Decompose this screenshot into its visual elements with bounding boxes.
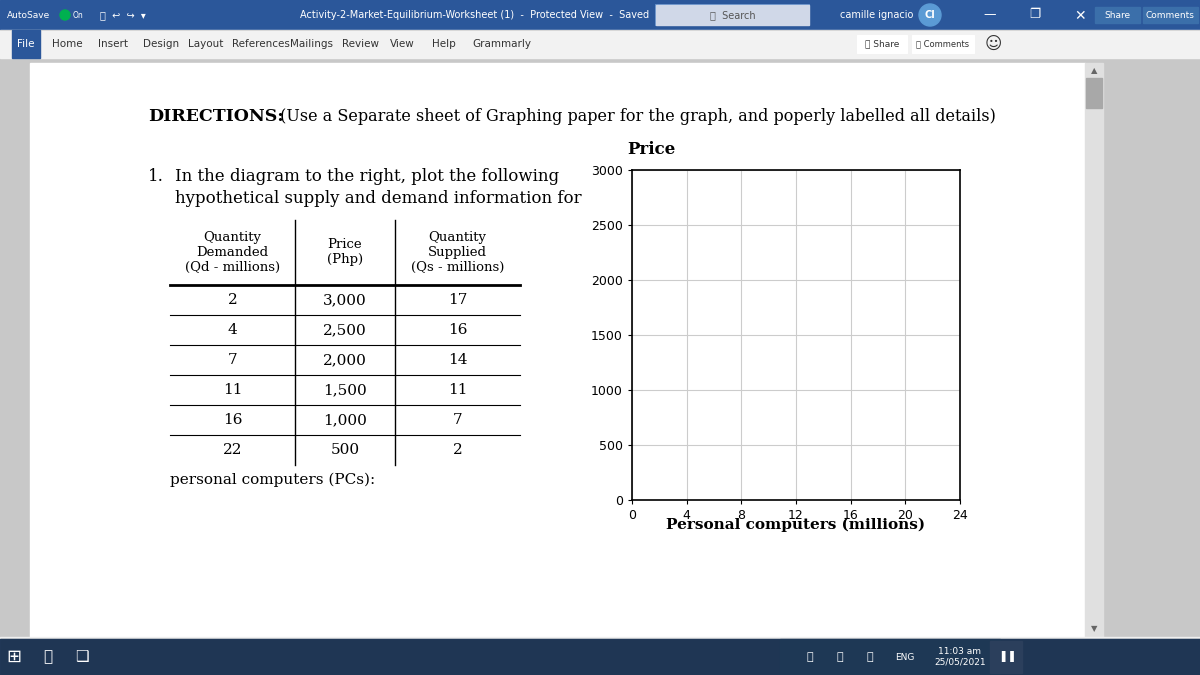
Text: hypothetical supply and demand information for: hypothetical supply and demand informati… bbox=[175, 190, 582, 207]
Bar bbox=[656, 5, 809, 25]
Text: ⊟: ⊟ bbox=[964, 8, 976, 22]
Text: File: File bbox=[17, 39, 35, 49]
Bar bbox=[1085, 63, 1103, 637]
Text: ☺: ☺ bbox=[985, 35, 1002, 53]
Text: 7: 7 bbox=[228, 353, 238, 367]
Bar bbox=[0, 0, 1200, 30]
Text: 1,000: 1,000 bbox=[323, 413, 367, 427]
Bar bbox=[30, 63, 1085, 637]
Text: ⊡: ⊡ bbox=[862, 643, 871, 653]
Text: Help: Help bbox=[432, 39, 456, 49]
Text: Quantity
Demanded
(Qd - millions): Quantity Demanded (Qd - millions) bbox=[185, 231, 280, 274]
Circle shape bbox=[60, 10, 70, 20]
Text: ▼: ▼ bbox=[1091, 624, 1097, 634]
Text: Activity-2-Market-Equilibrium-Worksheet (1)  -  Protected View  -  Saved  ▾: Activity-2-Market-Equilibrium-Worksheet … bbox=[300, 10, 660, 20]
Text: (Use a Separate sheet of Graphing paper for the graph, and poperly labelled all : (Use a Separate sheet of Graphing paper … bbox=[275, 108, 996, 125]
Bar bbox=[655, 4, 810, 26]
Text: Personal computers (millions): Personal computers (millions) bbox=[666, 518, 925, 533]
Circle shape bbox=[919, 4, 941, 26]
Text: 🔍  Search: 🔍 Search bbox=[710, 10, 756, 20]
Text: ✕: ✕ bbox=[1074, 9, 1086, 23]
Bar bbox=[0, 30, 1200, 58]
Text: Layout: Layout bbox=[188, 39, 223, 49]
Text: Quantity
Supplied
(Qs - millions): Quantity Supplied (Qs - millions) bbox=[410, 231, 504, 274]
Text: On: On bbox=[73, 11, 84, 20]
Text: Mailings: Mailings bbox=[290, 39, 334, 49]
Text: ✕: ✕ bbox=[1075, 7, 1088, 22]
Text: 500: 500 bbox=[330, 443, 360, 457]
Text: Insert: Insert bbox=[98, 39, 128, 49]
Bar bbox=[12, 30, 40, 58]
Bar bbox=[1086, 78, 1102, 108]
Text: ENG: ENG bbox=[895, 653, 914, 662]
Text: View: View bbox=[390, 39, 415, 49]
Text: 💾  ↩  ↪  ▾: 💾 ↩ ↪ ▾ bbox=[100, 10, 145, 20]
Text: 7: 7 bbox=[452, 413, 462, 427]
Text: ▲: ▲ bbox=[1091, 67, 1097, 76]
Bar bbox=[1142, 7, 1198, 23]
Bar bbox=[170, 220, 520, 465]
Bar bbox=[912, 35, 974, 53]
Text: ❐: ❐ bbox=[1030, 9, 1040, 22]
Text: 3,000: 3,000 bbox=[323, 293, 367, 307]
Text: 22: 22 bbox=[223, 443, 242, 457]
Text: —: — bbox=[1003, 8, 1016, 22]
Text: 16: 16 bbox=[223, 413, 242, 427]
Text: camille ignacio: camille ignacio bbox=[840, 10, 913, 20]
Text: 1,500: 1,500 bbox=[323, 383, 367, 397]
Text: ❐: ❐ bbox=[1039, 8, 1051, 22]
Text: 🔍: 🔍 bbox=[43, 649, 53, 664]
Bar bbox=[780, 639, 1000, 675]
Text: ▤: ▤ bbox=[839, 643, 850, 653]
Bar bbox=[955, 3, 1195, 27]
Text: CI: CI bbox=[925, 10, 935, 20]
Text: 11: 11 bbox=[223, 383, 242, 397]
Text: Price: Price bbox=[628, 141, 676, 158]
Text: 16: 16 bbox=[448, 323, 467, 337]
Text: 145%: 145% bbox=[974, 643, 1001, 653]
Text: 🔒: 🔒 bbox=[806, 652, 814, 662]
Text: personal computers (PCs):: personal computers (PCs): bbox=[170, 473, 376, 487]
Bar bbox=[1096, 7, 1140, 23]
Text: 17: 17 bbox=[448, 293, 467, 307]
Text: Home: Home bbox=[52, 39, 83, 49]
Text: ⊞: ⊞ bbox=[6, 648, 22, 666]
Text: 2: 2 bbox=[228, 293, 238, 307]
Text: Comments: Comments bbox=[1146, 11, 1194, 20]
Text: 11:03 am
25/05/2021: 11:03 am 25/05/2021 bbox=[934, 647, 986, 667]
Text: AutoSave: AutoSave bbox=[7, 11, 50, 20]
Text: 1.: 1. bbox=[148, 168, 164, 185]
Text: ❚❚: ❚❚ bbox=[998, 651, 1018, 662]
Text: 💬 Comments: 💬 Comments bbox=[917, 40, 970, 49]
Bar bbox=[0, 58, 1200, 639]
Text: Grammarly: Grammarly bbox=[472, 39, 530, 49]
Text: In the diagram to the right, plot the following: In the diagram to the right, plot the fo… bbox=[175, 168, 559, 185]
Text: 14: 14 bbox=[448, 353, 467, 367]
Bar bbox=[0, 639, 1200, 675]
Text: 2: 2 bbox=[452, 443, 462, 457]
Text: Price
(Php): Price (Php) bbox=[326, 238, 364, 267]
Text: 2,500: 2,500 bbox=[323, 323, 367, 337]
Bar bbox=[0, 637, 1200, 659]
Text: 11: 11 bbox=[448, 383, 467, 397]
Text: 🎯 Focus: 🎯 Focus bbox=[770, 643, 804, 653]
Text: References: References bbox=[232, 39, 290, 49]
Text: ❑: ❑ bbox=[76, 649, 89, 664]
Text: 📶: 📶 bbox=[866, 652, 874, 662]
Bar bbox=[0, 639, 1200, 675]
Text: 🔊: 🔊 bbox=[836, 652, 844, 662]
Text: DIRECTIONS:: DIRECTIONS: bbox=[148, 108, 283, 125]
Text: 🔗 Share: 🔗 Share bbox=[865, 40, 899, 49]
Text: 4: 4 bbox=[228, 323, 238, 337]
Text: 2,000: 2,000 bbox=[323, 353, 367, 367]
Text: —: — bbox=[984, 9, 996, 22]
Bar bbox=[857, 35, 907, 53]
Text: ⊞: ⊞ bbox=[817, 643, 827, 653]
Text: Review: Review bbox=[342, 39, 379, 49]
Bar bbox=[990, 641, 1022, 673]
Text: Design: Design bbox=[143, 39, 179, 49]
Text: Page 1 of 2     194 words     Text Predictions: On: Page 1 of 2 194 words Text Predictions: … bbox=[12, 643, 228, 653]
Text: Share: Share bbox=[1104, 11, 1130, 20]
